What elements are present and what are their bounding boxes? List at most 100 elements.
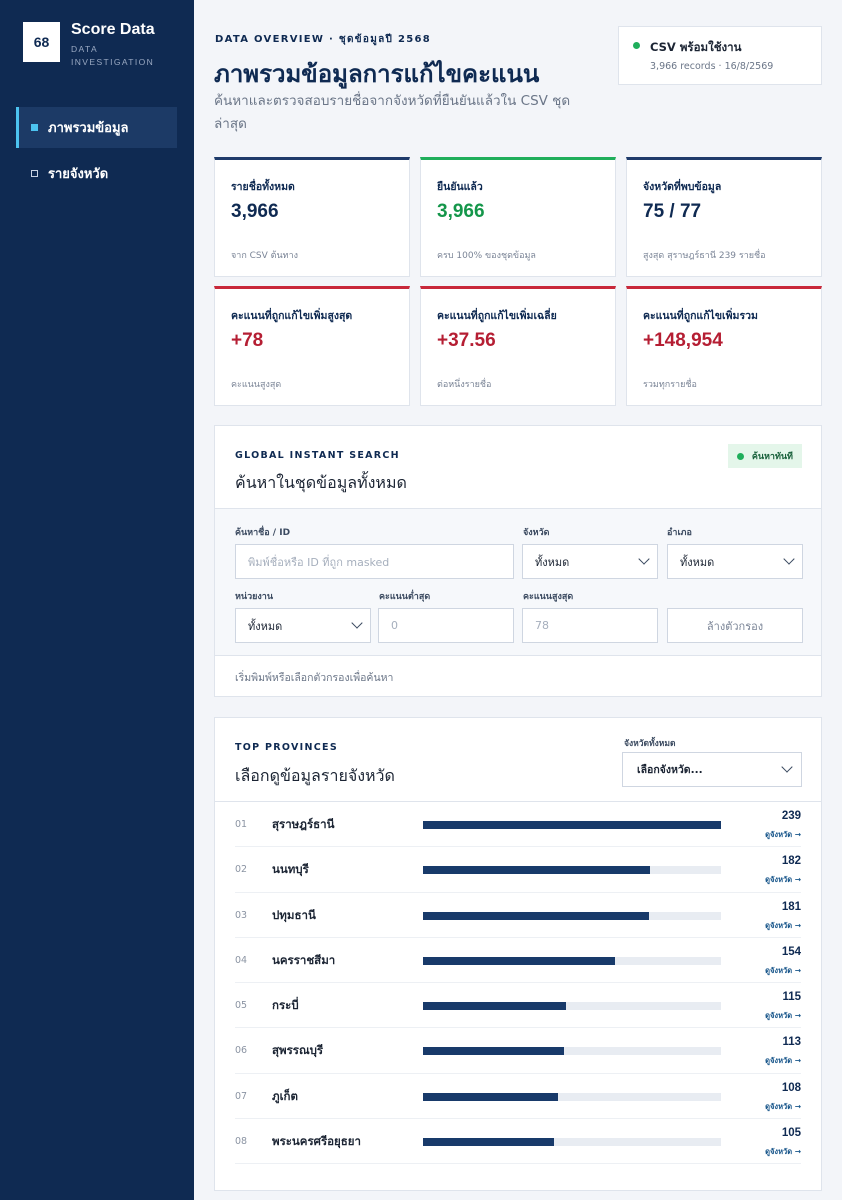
stat-card-total: รายชื่อทั้งหมด 3,966 จาก CSV ต้นทาง (214, 157, 410, 277)
province-bar-track (423, 956, 721, 965)
chevron-down-icon (638, 553, 650, 565)
stat-label: รายชื่อทั้งหมด (231, 181, 295, 193)
stat-value: +148,954 (643, 330, 723, 351)
badge-label: ค้นหาทันที (751, 452, 793, 462)
sidebar-nav: ภาพรวมข้อมูล รายจังหวัด (16, 107, 177, 194)
province-bar-track (423, 1092, 721, 1101)
province-row[interactable]: 06 สุพรรณบุรี 113 ดูจังหวัด → (235, 1028, 801, 1074)
province-count: 154 (781, 945, 801, 958)
stat-value: 3,966 (437, 201, 485, 222)
province-rank: 02 (235, 864, 248, 876)
province-count: 113 (782, 1036, 801, 1049)
square-outline-icon (31, 170, 38, 177)
stat-card-provinces: จังหวัดที่พบข้อมูล 75 / 77 สูงสุด สุราษฎ… (626, 157, 822, 277)
stat-value: 75 / 77 (643, 201, 702, 222)
view-province-link[interactable]: ดูจังหวัด → (765, 830, 801, 839)
view-province-link[interactable]: ดูจังหวัด → (765, 875, 801, 885)
brand-subtitle: DATA INVESTIGATION (71, 44, 155, 67)
province-bar-track (423, 866, 721, 875)
csv-status-card: CSV พร้อมใช้งาน 3,966 records · 16/8/256… (618, 26, 822, 85)
min-score-label: คะแนนต่ำสุด (379, 592, 431, 602)
view-province-link[interactable]: ดูจังหวัด → (765, 1101, 801, 1111)
view-province-link[interactable]: ดูจังหวัด → (765, 965, 801, 975)
province-name: นนทบุรี (272, 862, 309, 877)
stat-value: +37.56 (437, 330, 496, 351)
district-filter-label: อำเภอ (667, 528, 692, 538)
brand-logo: 68 (23, 22, 60, 62)
province-bar (423, 866, 650, 875)
select-value: ทั้งหมด (535, 555, 570, 569)
province-bar (423, 821, 721, 829)
district-filter-select[interactable]: ทั้งหมด (667, 544, 803, 579)
sidebar-item-label: รายจังหวัด (48, 167, 109, 182)
province-row[interactable]: 07 ภูเก็ต 108 ดูจังหวัด → (235, 1074, 801, 1120)
province-bar (423, 1002, 567, 1011)
view-province-link[interactable]: ดูจังหวัด → (765, 1011, 801, 1021)
province-row[interactable]: 05 กระบี่ 115 ดูจังหวัด → (235, 983, 801, 1029)
view-province-link[interactable]: ดูจังหวัด → (765, 920, 801, 930)
province-bar (423, 911, 649, 920)
province-row[interactable]: 02 นนทบุรี 182 ดูจังหวัด → (235, 847, 801, 893)
province-name: กระบี่ (272, 998, 299, 1013)
brand-title: Score Data (71, 21, 155, 38)
province-name: ภูเก็ต (272, 1088, 298, 1103)
province-name: สุพรรณบุรี (272, 1043, 324, 1058)
province-filter-select[interactable]: ทั้งหมด (522, 544, 658, 579)
province-row[interactable]: 08 พระนครศรีอยุธยา 105 ดูจังหวัด → (235, 1119, 801, 1165)
sidebar-item-overview[interactable]: ภาพรวมข้อมูล (16, 107, 177, 148)
select-value: ทั้งหมด (680, 555, 715, 569)
instant-search-badge: ค้นหาทันที (727, 444, 802, 468)
provinces-title: เลือกดูข้อมูลรายจังหวัด (235, 766, 395, 785)
agency-filter-select[interactable]: ทั้งหมด (235, 608, 371, 643)
province-bar-track (423, 1047, 721, 1056)
province-select[interactable]: เลือกจังหวัด... (622, 752, 802, 787)
province-row[interactable]: 03 ปทุมธานี 181 ดูจังหวัด → (235, 893, 801, 938)
province-name: พระนครศรีอยุธยา (272, 1134, 362, 1149)
view-province-link[interactable]: ดูจังหวัด → (765, 1147, 801, 1157)
province-count: 115 (782, 991, 801, 1004)
provinces-kicker: TOP PROVINCES (235, 742, 338, 753)
province-row[interactable]: 01 สุราษฎร์ธานี 239 ดูจังหวัด → (235, 802, 801, 848)
brand[interactable]: 68 Score Data DATA INVESTIGATION (23, 22, 161, 69)
province-row[interactable]: 04 นครราชสีมา 154 ดูจังหวัด → (235, 938, 801, 984)
province-bar-track (423, 1002, 721, 1011)
province-rank: 03 (235, 909, 248, 921)
province-name: สุราษฎร์ธานี (272, 817, 335, 831)
stat-value: +78 (231, 330, 264, 351)
province-select-label: จังหวัดทั้งหมด (624, 739, 676, 749)
province-count: 105 (781, 1127, 801, 1140)
clear-filters-button[interactable]: ล้างตัวกรอง (667, 608, 803, 643)
province-rank: 07 (235, 1090, 248, 1102)
page-subtitle: ค้นหาและตรวจสอบรายชื่อจากจังหวัดที่ยืนยั… (214, 93, 571, 132)
search-title: ค้นหาในชุดข้อมูลทั้งหมด (235, 473, 407, 492)
min-score-input[interactable]: 0 (378, 608, 514, 643)
province-name: ปทุมธานี (272, 907, 316, 922)
stat-note: จาก CSV ต้นทาง (231, 251, 299, 261)
sidebar-item-province[interactable]: รายจังหวัด (16, 153, 177, 194)
stat-note: ครบ 100% ของชุดข้อมูล (437, 251, 536, 261)
name-search-input[interactable]: พิมพ์ชื่อหรือ ID ที่ถูก masked (235, 544, 514, 579)
stat-label: คะแนนที่ถูกแก้ไขเพิ่มรวม (643, 310, 758, 322)
view-province-link[interactable]: ดูจังหวัด → (765, 1056, 801, 1066)
province-rank: 05 (235, 1000, 248, 1012)
select-value: ทั้งหมด (248, 619, 283, 633)
max-score-input[interactable]: 78 (522, 608, 658, 643)
province-count: 108 (781, 1081, 801, 1094)
stat-note: สูงสุด สุราษฎร์ธานี 239 รายชื่อ (643, 251, 766, 261)
chevron-down-icon (781, 761, 793, 773)
stat-note: รวมทุกรายชื่อ (643, 380, 697, 390)
page-eyebrow: DATA OVERVIEW · ชุดข้อมูลปี 2568 (215, 34, 432, 45)
sidebar: 68 Score Data DATA INVESTIGATION ภาพรวมข… (0, 0, 194, 1200)
province-bar (423, 1047, 564, 1056)
live-dot-icon (736, 452, 744, 460)
global-search-panel: GLOBAL INSTANT SEARCH ค้นหาในชุดข้อมูลทั… (214, 425, 822, 697)
province-name: นครราชสีมา (272, 952, 336, 967)
stat-card-max-increase: คะแนนที่ถูกแก้ไขเพิ่มสูงสุด +78 คะแนนสูง… (214, 286, 410, 406)
top-provinces-panel: TOP PROVINCES เลือกดูข้อมูลรายจังหวัด จั… (214, 717, 822, 1191)
search-kicker: GLOBAL INSTANT SEARCH (235, 450, 400, 461)
stat-label: คะแนนที่ถูกแก้ไขเพิ่มเฉลี่ย (437, 310, 557, 322)
province-bar-track (423, 1138, 721, 1147)
province-bar (423, 1138, 554, 1147)
status-title: CSV พร้อมใช้งาน (650, 40, 742, 54)
status-dot-icon (633, 42, 640, 49)
